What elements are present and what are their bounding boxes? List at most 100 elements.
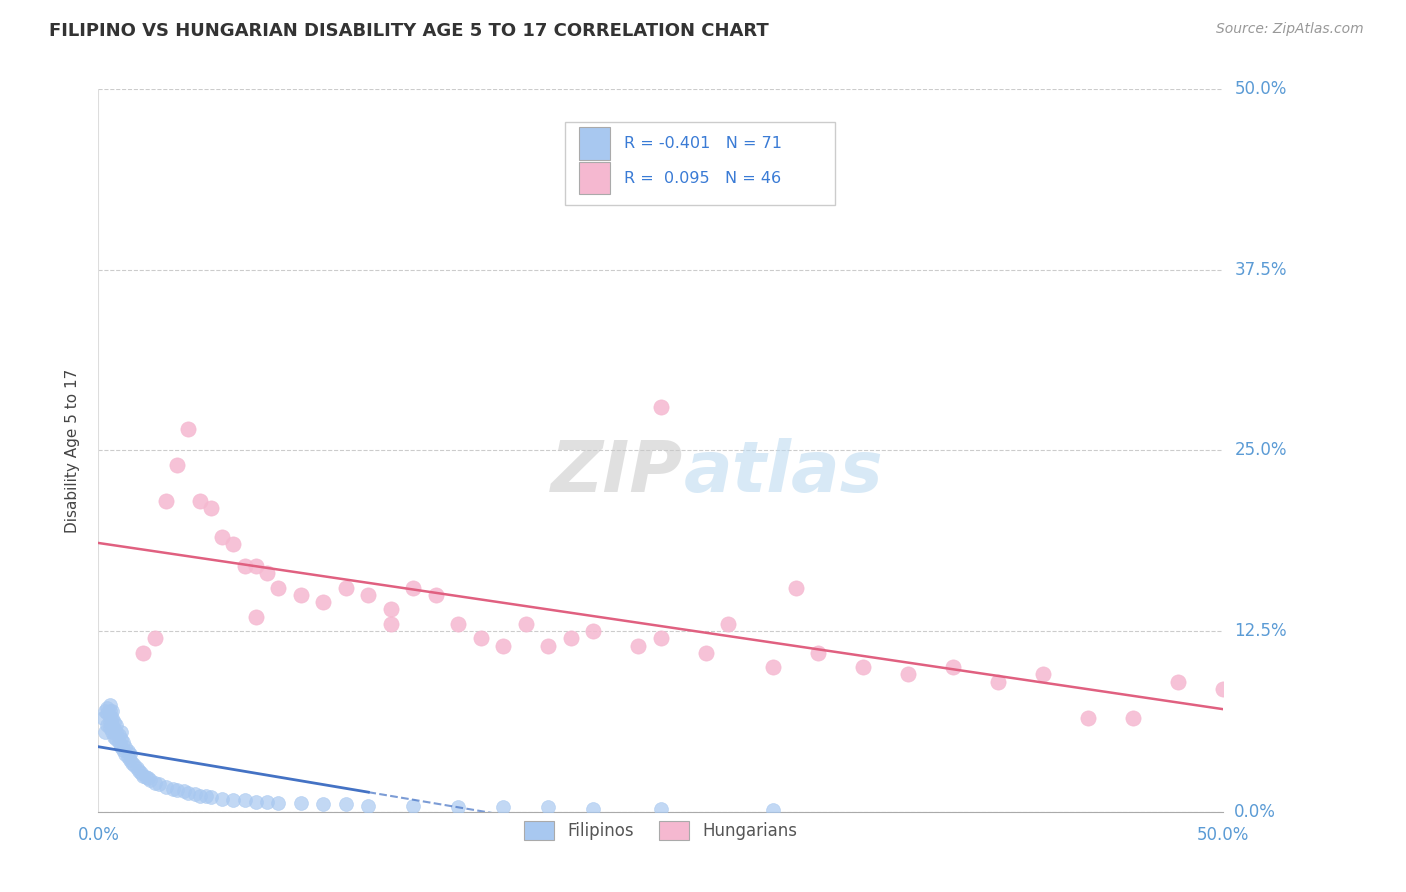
Point: [101, 725, 124, 739]
Point: [94, 725, 117, 739]
Point: [132, 769, 155, 783]
Point: [155, 494, 177, 508]
Point: [785, 581, 807, 595]
Point: [105, 718, 128, 732]
Point: [114, 739, 136, 754]
Point: [380, 616, 402, 631]
Point: [105, 725, 128, 739]
Point: [132, 646, 155, 660]
Point: [1077, 711, 1099, 725]
Text: ZIP: ZIP: [551, 438, 683, 507]
Point: [125, 761, 148, 775]
Point: [380, 602, 402, 616]
Text: 0.0%: 0.0%: [77, 826, 120, 844]
Point: [222, 793, 245, 807]
Point: [1122, 711, 1144, 725]
Point: [233, 793, 256, 807]
Point: [107, 735, 129, 749]
Point: [105, 732, 128, 747]
Point: [143, 776, 166, 790]
Point: [94, 704, 117, 718]
Point: [515, 616, 537, 631]
Point: [101, 718, 124, 732]
Point: [114, 747, 136, 761]
Point: [112, 742, 135, 756]
Point: [560, 632, 582, 646]
Point: [357, 588, 380, 602]
Point: [402, 581, 425, 595]
Point: [177, 786, 200, 800]
Text: atlas: atlas: [683, 438, 883, 507]
Point: [211, 791, 233, 805]
Point: [492, 800, 515, 814]
Point: [267, 796, 290, 810]
Text: R = -0.401   N = 71: R = -0.401 N = 71: [624, 136, 782, 151]
Point: [762, 660, 785, 674]
Point: [96, 700, 118, 714]
Text: R =  0.095   N = 46: R = 0.095 N = 46: [624, 170, 780, 186]
Point: [200, 501, 222, 516]
Point: [103, 715, 125, 730]
Point: [402, 799, 425, 814]
Point: [162, 781, 184, 796]
Point: [762, 803, 785, 817]
FancyBboxPatch shape: [579, 128, 610, 160]
Point: [121, 756, 143, 770]
Point: [96, 718, 118, 732]
Point: [110, 725, 132, 739]
Point: [256, 566, 278, 581]
Point: [136, 772, 159, 786]
Text: 12.5%: 12.5%: [1234, 622, 1286, 640]
Point: [166, 783, 188, 797]
Point: [166, 458, 188, 472]
Point: [98, 698, 121, 712]
Point: [267, 581, 290, 595]
Point: [987, 674, 1010, 689]
Point: [245, 559, 267, 574]
Point: [112, 735, 135, 749]
Point: [117, 749, 139, 764]
FancyBboxPatch shape: [565, 121, 835, 205]
Point: [128, 764, 150, 779]
Point: [582, 624, 605, 639]
Point: [650, 400, 672, 414]
Point: [470, 632, 492, 646]
Point: [211, 530, 233, 544]
Point: [107, 728, 129, 742]
Point: [91, 711, 114, 725]
Point: [110, 739, 132, 754]
Text: 37.5%: 37.5%: [1234, 260, 1286, 279]
Point: [184, 788, 207, 802]
Point: [139, 772, 162, 787]
Legend: Filipinos, Hungarians: Filipinos, Hungarians: [517, 814, 804, 847]
Point: [582, 802, 605, 816]
Point: [155, 780, 177, 794]
Text: 50.0%: 50.0%: [1234, 80, 1286, 98]
Text: 25.0%: 25.0%: [1234, 442, 1286, 459]
Point: [101, 704, 124, 718]
Point: [1167, 674, 1189, 689]
Point: [312, 595, 335, 609]
Point: [110, 732, 132, 747]
Point: [98, 709, 121, 723]
Point: [129, 765, 152, 780]
Point: [627, 639, 650, 653]
Point: [650, 632, 672, 646]
Point: [256, 795, 278, 809]
Text: FILIPINO VS HUNGARIAN DISABILITY AGE 5 TO 17 CORRELATION CHART: FILIPINO VS HUNGARIAN DISABILITY AGE 5 T…: [49, 22, 769, 40]
Point: [807, 646, 830, 660]
Point: [173, 784, 195, 798]
Point: [200, 790, 222, 805]
Point: [717, 616, 740, 631]
Point: [942, 660, 965, 674]
Point: [312, 797, 335, 812]
Y-axis label: Disability Age 5 to 17: Disability Age 5 to 17: [65, 368, 80, 533]
Text: 0.0%: 0.0%: [1234, 803, 1277, 821]
Point: [124, 758, 146, 772]
Point: [290, 796, 312, 810]
Point: [245, 609, 267, 624]
Point: [357, 799, 380, 814]
Point: [233, 559, 256, 574]
Point: [103, 730, 125, 744]
Point: [177, 422, 200, 436]
